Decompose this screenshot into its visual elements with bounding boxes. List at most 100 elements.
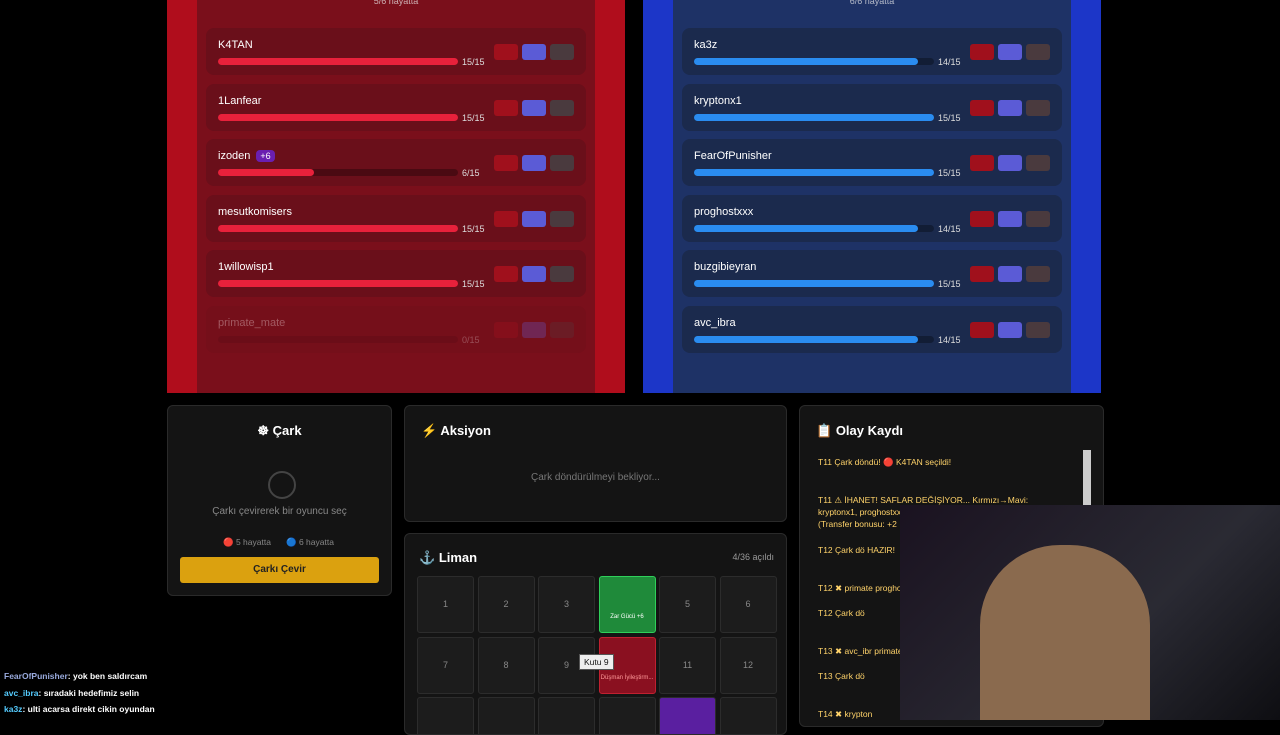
harbor-cell[interactable]: 8 — [477, 636, 535, 694]
action-button[interactable] — [998, 44, 1022, 60]
page: {"teams":[ {"status":"5/6 hayatta","play… — [4, 0, 1280, 735]
log-entry: T12 Çark dö — [818, 608, 865, 618]
team-status: 5/6 hayatta — [373, 0, 419, 6]
action-button[interactable] — [494, 321, 518, 338]
action-button[interactable] — [1026, 321, 1050, 338]
harbor-cell[interactable]: 12 — [719, 636, 777, 694]
action-button[interactable] — [550, 321, 574, 338]
action-button[interactable] — [998, 266, 1022, 282]
log-entry: T13 Çark dö — [818, 671, 865, 681]
action-title-text: Aksiyon — [440, 423, 491, 438]
action-button[interactable] — [550, 210, 574, 227]
player-name-text: buzgibieyran — [694, 261, 757, 273]
action-button[interactable] — [522, 155, 546, 171]
action-button[interactable] — [550, 155, 574, 171]
bonus-badge: +6 — [256, 150, 275, 162]
action-button[interactable] — [522, 44, 546, 60]
action-button[interactable] — [998, 99, 1022, 116]
harbor-cell[interactable]: 1 — [417, 576, 474, 633]
player-name-text: kryptonx1 — [694, 94, 742, 107]
action-button[interactable] — [1026, 99, 1050, 116]
hp-bar — [218, 113, 458, 121]
action-button[interactable] — [550, 266, 574, 282]
harbor-cell[interactable]: Zar Gücü +6 — [598, 576, 656, 633]
buttons — [494, 266, 574, 282]
harbor-title-text: Liman — [438, 550, 478, 565]
harbor-panel: ⚓ Liman 4/36 açıldı 1 2 3 Zar Gücü +6 5 6 7 8 9 D… — [404, 533, 787, 735]
buttons — [970, 155, 1050, 171]
player-name-text: FearOfPunisher — [694, 150, 772, 162]
action-button[interactable] — [970, 266, 994, 282]
action-button[interactable] — [550, 44, 574, 60]
harbor-cell[interactable]: 9 — [538, 636, 595, 694]
harbor-cell — [659, 697, 716, 734]
player-name: mesutkomisers — [218, 206, 292, 218]
action-button[interactable] — [970, 155, 994, 171]
chat-user: ka3z — [4, 704, 23, 714]
harbor-cell — [538, 697, 595, 734]
harbor-cell[interactable]: 7 — [417, 636, 474, 694]
hp-bar — [694, 280, 934, 287]
harbor-cell[interactable]: 11 — [659, 636, 716, 694]
action-button[interactable] — [1026, 266, 1050, 282]
action-button[interactable] — [998, 155, 1022, 171]
hp-bar — [218, 335, 458, 343]
action-button[interactable] — [522, 210, 546, 227]
action-button[interactable] — [998, 321, 1022, 338]
log-title: 📋 Olay Kaydı — [816, 423, 904, 438]
buttons — [970, 44, 1050, 60]
hp-fill — [694, 58, 918, 65]
player-name: proghostxxx — [694, 206, 753, 218]
chat-user: avc_ibra — [4, 687, 39, 698]
action-button[interactable] — [494, 266, 518, 282]
hp-text: 0/15 — [462, 334, 480, 345]
player-row: ka3z 14/15 — [682, 28, 1062, 75]
hp-text: 15/15 — [938, 279, 961, 289]
player-row: proghostxxx 14/15 — [682, 194, 1062, 242]
chat-message: : ulti acarsa direkt cikin oyundan — [22, 704, 155, 714]
action-panel: ⚡ Aksiyon Çark döndürülmeyi bekliyor... — [404, 405, 787, 522]
action-button[interactable] — [1026, 210, 1050, 227]
action-button[interactable] — [522, 266, 546, 282]
harbor-cell[interactable]: 5 — [659, 576, 716, 633]
player-name: 1Lanfear — [218, 95, 261, 107]
chat-message: : sıradaki hedefimiz selin — [38, 687, 140, 698]
action-button[interactable] — [970, 210, 994, 227]
action-button[interactable] — [998, 210, 1022, 227]
hp-fill — [218, 113, 458, 121]
harbor-cell[interactable]: 6 — [719, 576, 777, 633]
buttons — [970, 99, 1050, 116]
action-button[interactable] — [550, 99, 574, 116]
player-name-text: proghostxxx — [694, 205, 754, 218]
player-name: avc_ibra — [694, 317, 736, 329]
player-name: izoden +6 — [218, 150, 275, 162]
action-button[interactable] — [494, 99, 518, 116]
scrollbar[interactable] — [1083, 450, 1091, 505]
buttons — [970, 210, 1050, 227]
action-button[interactable] — [970, 321, 994, 338]
hp-fill — [694, 335, 918, 343]
action-button[interactable] — [1026, 155, 1050, 171]
action-button[interactable] — [494, 210, 518, 227]
player-name-text: mesutkomisers — [218, 205, 292, 218]
action-button[interactable] — [494, 155, 518, 171]
hp-bar — [218, 280, 458, 287]
action-button[interactable] — [522, 99, 546, 116]
player-name-text: K4TAN — [218, 39, 253, 51]
action-button[interactable] — [1026, 44, 1050, 60]
buttons — [494, 155, 574, 171]
player-name: primate_mate — [218, 317, 285, 329]
action-button[interactable] — [970, 99, 994, 116]
action-button[interactable] — [522, 321, 546, 338]
buttons — [494, 210, 574, 227]
action-button[interactable] — [970, 44, 994, 60]
player-name: K4TAN — [218, 39, 253, 51]
player-row: 1Lanfear 15/15 — [206, 83, 586, 131]
harbor-cell[interactable]: 3 — [538, 576, 595, 633]
action-button[interactable] — [494, 44, 518, 60]
harbor-cell[interactable]: 2 — [477, 576, 535, 633]
spin-button[interactable]: Çarkı Çevir — [180, 557, 379, 583]
harbor-cell — [417, 697, 474, 734]
player-name: kryptonx1 — [694, 95, 742, 107]
player-name-text: ka3z — [694, 39, 718, 51]
